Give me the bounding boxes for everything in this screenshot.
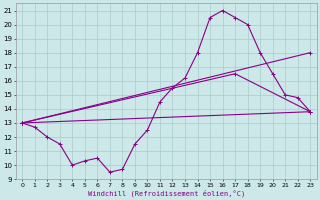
X-axis label: Windchill (Refroidissement éolien,°C): Windchill (Refroidissement éolien,°C): [88, 189, 245, 197]
